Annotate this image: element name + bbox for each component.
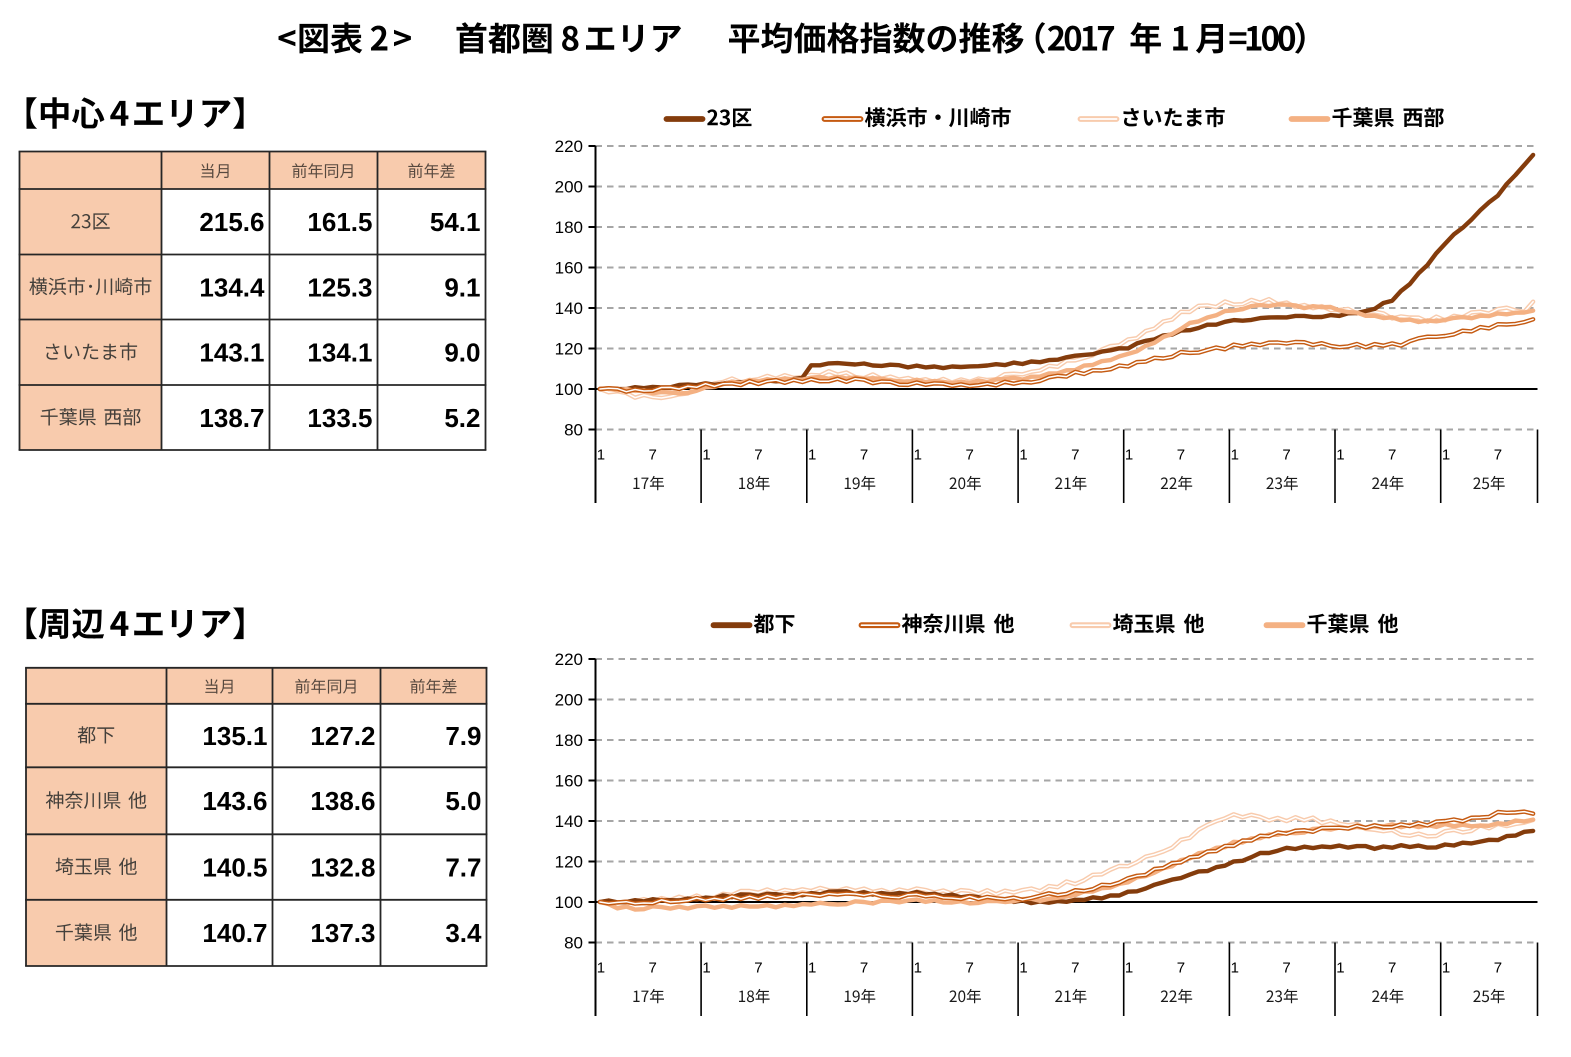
svg-text:7: 7 xyxy=(1388,960,1396,977)
svg-text:1: 1 xyxy=(1442,447,1450,464)
svg-text:1: 1 xyxy=(702,960,710,977)
svg-text:138.7: 138.7 xyxy=(199,403,264,433)
svg-text:1: 1 xyxy=(597,447,605,464)
svg-text:7: 7 xyxy=(649,447,657,464)
svg-text:7: 7 xyxy=(1494,447,1502,464)
svg-text:7: 7 xyxy=(1282,447,1290,464)
svg-text:54.1: 54.1 xyxy=(430,207,481,237)
svg-text:3.4: 3.4 xyxy=(445,918,482,948)
svg-text:7: 7 xyxy=(1282,960,1290,977)
svg-text:7.7: 7.7 xyxy=(445,852,481,882)
svg-text:7: 7 xyxy=(966,960,974,977)
svg-text:125.3: 125.3 xyxy=(307,272,372,302)
svg-text:7: 7 xyxy=(754,447,762,464)
svg-text:143.6: 143.6 xyxy=(202,786,267,816)
svg-text:5.2: 5.2 xyxy=(444,403,480,433)
svg-text:140: 140 xyxy=(555,299,583,318)
svg-text:80: 80 xyxy=(564,421,583,440)
svg-text:134.1: 134.1 xyxy=(307,338,372,368)
svg-text:7: 7 xyxy=(860,960,868,977)
svg-text:7: 7 xyxy=(754,960,762,977)
svg-text:180: 180 xyxy=(555,731,583,750)
svg-text:1: 1 xyxy=(1019,960,1027,977)
svg-text:140.5: 140.5 xyxy=(202,852,267,882)
svg-text:7: 7 xyxy=(649,960,657,977)
svg-text:7: 7 xyxy=(860,447,868,464)
svg-text:1: 1 xyxy=(1125,447,1133,464)
svg-text:80: 80 xyxy=(564,934,583,953)
svg-text:200: 200 xyxy=(555,691,583,710)
svg-text:120: 120 xyxy=(555,853,583,872)
svg-text:9.0: 9.0 xyxy=(444,338,480,368)
svg-text:1: 1 xyxy=(1442,960,1450,977)
svg-text:9.1: 9.1 xyxy=(444,272,480,302)
svg-text:7: 7 xyxy=(1177,447,1185,464)
svg-text:180: 180 xyxy=(555,218,583,237)
svg-text:1: 1 xyxy=(808,447,816,464)
svg-text:5.0: 5.0 xyxy=(445,786,481,816)
svg-text:7.9: 7.9 xyxy=(445,721,481,751)
svg-text:7: 7 xyxy=(1071,447,1079,464)
svg-text:1: 1 xyxy=(1336,447,1344,464)
svg-text:215.6: 215.6 xyxy=(199,207,264,237)
svg-text:1: 1 xyxy=(1019,447,1027,464)
svg-text:100: 100 xyxy=(555,380,583,399)
svg-text:137.3: 137.3 xyxy=(310,918,375,948)
svg-text:1: 1 xyxy=(1125,960,1133,977)
svg-text:140.7: 140.7 xyxy=(202,918,267,948)
svg-text:138.6: 138.6 xyxy=(310,786,375,816)
svg-text:1: 1 xyxy=(702,447,710,464)
svg-text:7: 7 xyxy=(1388,447,1396,464)
svg-text:7: 7 xyxy=(1177,960,1185,977)
svg-text:1: 1 xyxy=(1231,960,1239,977)
svg-text:160: 160 xyxy=(555,259,583,278)
svg-text:220: 220 xyxy=(555,650,583,669)
svg-text:7: 7 xyxy=(1071,960,1079,977)
svg-text:7: 7 xyxy=(1494,960,1502,977)
svg-text:100: 100 xyxy=(555,893,583,912)
svg-text:1: 1 xyxy=(1231,447,1239,464)
svg-text:140: 140 xyxy=(555,812,583,831)
svg-text:220: 220 xyxy=(555,137,583,156)
svg-text:120: 120 xyxy=(555,340,583,359)
svg-text:134.4: 134.4 xyxy=(199,272,265,302)
svg-text:135.1: 135.1 xyxy=(202,721,267,751)
svg-text:1: 1 xyxy=(914,447,922,464)
svg-text:1: 1 xyxy=(808,960,816,977)
svg-text:143.1: 143.1 xyxy=(199,338,264,368)
svg-text:161.5: 161.5 xyxy=(307,207,372,237)
svg-text:160: 160 xyxy=(555,772,583,791)
svg-text:1: 1 xyxy=(914,960,922,977)
svg-text:133.5: 133.5 xyxy=(307,403,372,433)
svg-text:132.8: 132.8 xyxy=(310,852,375,882)
svg-text:7: 7 xyxy=(966,447,974,464)
svg-text:1: 1 xyxy=(597,960,605,977)
svg-text:200: 200 xyxy=(555,178,583,197)
svg-text:127.2: 127.2 xyxy=(310,721,375,751)
svg-text:1: 1 xyxy=(1336,960,1344,977)
